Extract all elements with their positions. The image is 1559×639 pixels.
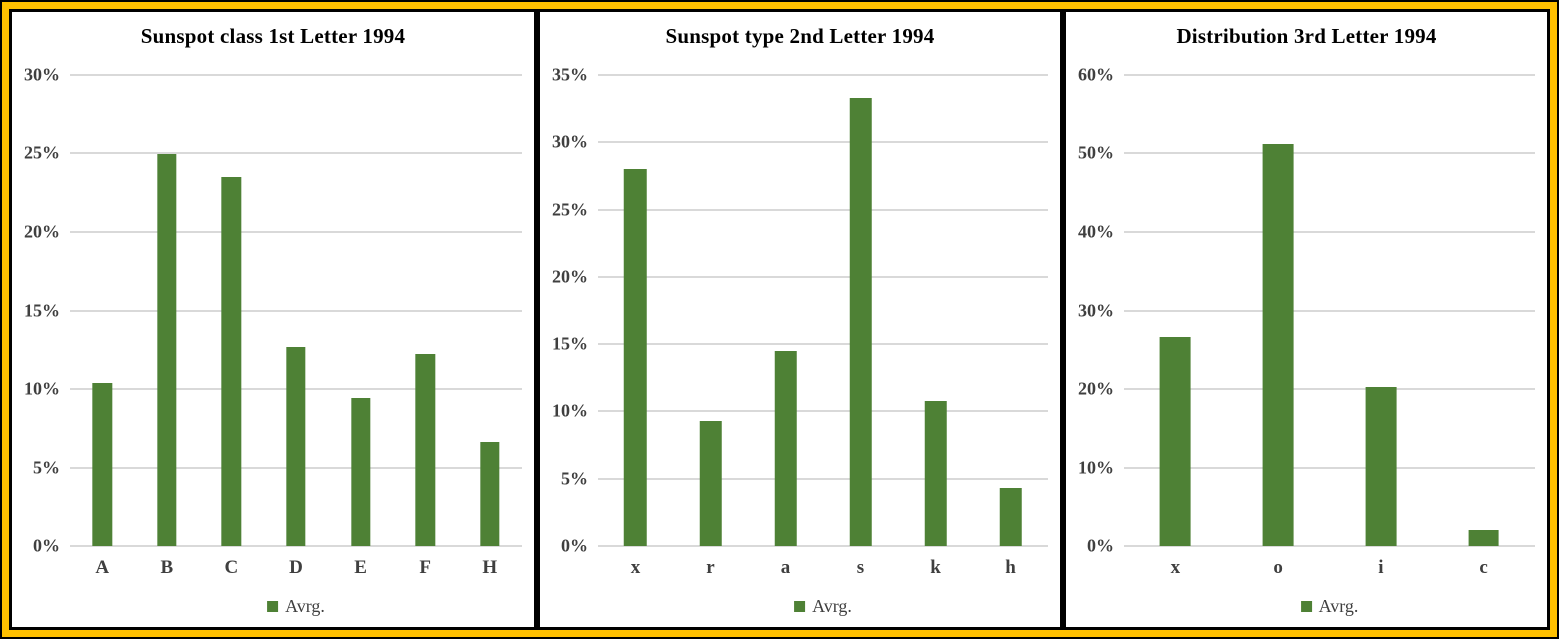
bar-E bbox=[350, 398, 371, 546]
y-axis-tick-label-50: 50% bbox=[1078, 142, 1114, 163]
gridline-25 bbox=[598, 208, 1048, 211]
gridline-30 bbox=[1124, 309, 1535, 312]
gridline-0 bbox=[1124, 545, 1535, 547]
gridline-15 bbox=[70, 309, 522, 312]
bar-D bbox=[286, 346, 306, 546]
y-axis-tick-label-10: 10% bbox=[552, 400, 588, 421]
x-axis-category-label-k: k bbox=[930, 557, 941, 578]
gridline-10 bbox=[1124, 466, 1535, 469]
y-axis-tick-label-25: 25% bbox=[552, 199, 588, 220]
y-axis-tick-label-60: 60% bbox=[1078, 64, 1114, 85]
y-axis-tick-label-25: 25% bbox=[24, 142, 60, 163]
x-axis-category-label-B: B bbox=[160, 557, 174, 578]
bar-i bbox=[1365, 386, 1397, 546]
bar-x bbox=[624, 169, 647, 546]
gridline-20 bbox=[70, 230, 522, 233]
x-axis-category-label-s: s bbox=[856, 557, 865, 578]
x-axis-category-label-a: a bbox=[780, 557, 791, 578]
chart-title: Sunspot type 2nd Letter 1994 bbox=[665, 24, 935, 48]
x-axis-category-label-o: o bbox=[1273, 557, 1283, 578]
y-axis-tick-label-20: 20% bbox=[24, 221, 60, 242]
bar-C bbox=[221, 177, 242, 546]
chart-panel-sunspot-type-2nd-letter: Sunspot type 2nd Letter 1994 Avrg. 0% 5% 1… bbox=[537, 9, 1063, 630]
bar-A bbox=[92, 382, 112, 546]
y-axis-tick-label-30: 30% bbox=[24, 64, 60, 85]
y-axis-tick-label-0: 0% bbox=[33, 535, 60, 556]
x-axis-category-label-A: A bbox=[95, 557, 110, 578]
legend-swatch-icon bbox=[1300, 601, 1312, 612]
gridline-35 bbox=[598, 74, 1048, 76]
bar-r bbox=[699, 420, 722, 546]
x-axis-category-label-r: r bbox=[706, 557, 715, 578]
x-axis-category-label-C: C bbox=[224, 557, 239, 578]
y-axis-tick-label-10: 10% bbox=[24, 378, 60, 399]
bar-o bbox=[1262, 144, 1294, 546]
x-axis-category-label-D: D bbox=[289, 557, 303, 578]
x-axis-category-label-E: E bbox=[354, 557, 367, 578]
legend-label: Avrg. bbox=[1318, 596, 1359, 616]
gridline-0 bbox=[70, 545, 522, 547]
y-axis-tick-label-30: 30% bbox=[552, 131, 588, 152]
legend-label: Avrg. bbox=[285, 596, 325, 616]
bar-x bbox=[1159, 337, 1191, 546]
x-axis-category-label-x: x bbox=[1170, 557, 1181, 578]
legend-swatch-icon bbox=[267, 601, 279, 612]
y-axis-tick-label-20: 20% bbox=[552, 266, 588, 287]
bar-H bbox=[480, 442, 500, 546]
bar-a bbox=[774, 350, 797, 546]
y-axis-tick-label-30: 30% bbox=[1078, 300, 1114, 320]
legend: Avrg. bbox=[794, 596, 852, 617]
y-axis-tick-label-5: 5% bbox=[33, 457, 60, 477]
bar-F bbox=[415, 354, 435, 546]
y-axis-tick-label-15: 15% bbox=[24, 300, 60, 320]
chart-title: Distribution 3rd Letter 1994 bbox=[1176, 24, 1437, 48]
x-axis-category-label-i: i bbox=[1378, 557, 1384, 578]
legend: Avrg. bbox=[267, 596, 325, 617]
gridline-25 bbox=[70, 152, 522, 155]
gridline-5 bbox=[598, 477, 1048, 480]
gridline-40 bbox=[1124, 230, 1535, 233]
legend-label: Avrg. bbox=[812, 596, 852, 616]
gridline-20 bbox=[598, 275, 1048, 278]
gridline-10 bbox=[598, 410, 1048, 413]
y-axis-tick-label-40: 40% bbox=[1078, 221, 1114, 242]
y-axis-tick-label-0: 0% bbox=[561, 535, 588, 556]
gridline-30 bbox=[598, 141, 1048, 144]
bar-h bbox=[999, 488, 1022, 546]
gridline-30 bbox=[70, 74, 522, 76]
y-axis-tick-label-15: 15% bbox=[552, 333, 588, 354]
x-axis-category-label-F: F bbox=[419, 557, 431, 578]
y-axis-tick-label-20: 20% bbox=[1078, 378, 1114, 399]
x-axis-category-label-x: x bbox=[630, 557, 641, 578]
x-axis-category-label-h: h bbox=[1005, 557, 1016, 578]
plot-area: Avrg. 0% 5% 10% 15% 20% 25% 30% 35% x r a s k h bbox=[552, 65, 1048, 616]
y-axis-tick-label-10: 10% bbox=[1078, 457, 1114, 477]
bar-B bbox=[157, 153, 177, 546]
x-axis-category-label-H: H bbox=[482, 557, 498, 578]
chart-title: Sunspot class 1st Letter 1994 bbox=[140, 24, 406, 48]
chart-panel-sunspot-class-1st-letter: Sunspot class 1st Letter 1994 Avrg. 0% 5%… bbox=[9, 9, 537, 630]
y-axis-tick-label-35: 35% bbox=[552, 64, 588, 85]
gridline-15 bbox=[598, 343, 1048, 346]
plot-area: Avrg. 0% 5% 10% 15% 20% 25% 30% A B C D E F H bbox=[24, 65, 522, 616]
legend: Avrg. bbox=[1300, 596, 1359, 617]
gridline-60 bbox=[1124, 74, 1535, 76]
bar-k bbox=[924, 400, 947, 546]
legend-swatch-icon bbox=[794, 601, 806, 612]
y-axis-tick-label-5: 5% bbox=[561, 468, 588, 489]
y-axis-tick-label-0: 0% bbox=[1087, 535, 1114, 556]
chart-panel-distribution-3rd-letter: Distribution 3rd Letter 1994 Avrg. 0% 10%… bbox=[1063, 9, 1550, 630]
gridline-0 bbox=[598, 545, 1048, 547]
bar-c bbox=[1468, 529, 1500, 546]
plot-area: Avrg. 0% 10% 20% 30% 40% 50% 60% x o i c bbox=[1078, 65, 1535, 616]
gridline-50 bbox=[1124, 152, 1535, 155]
gridline-20 bbox=[1124, 387, 1535, 390]
x-axis-category-label-c: c bbox=[1479, 557, 1488, 578]
bar-s bbox=[849, 97, 872, 546]
